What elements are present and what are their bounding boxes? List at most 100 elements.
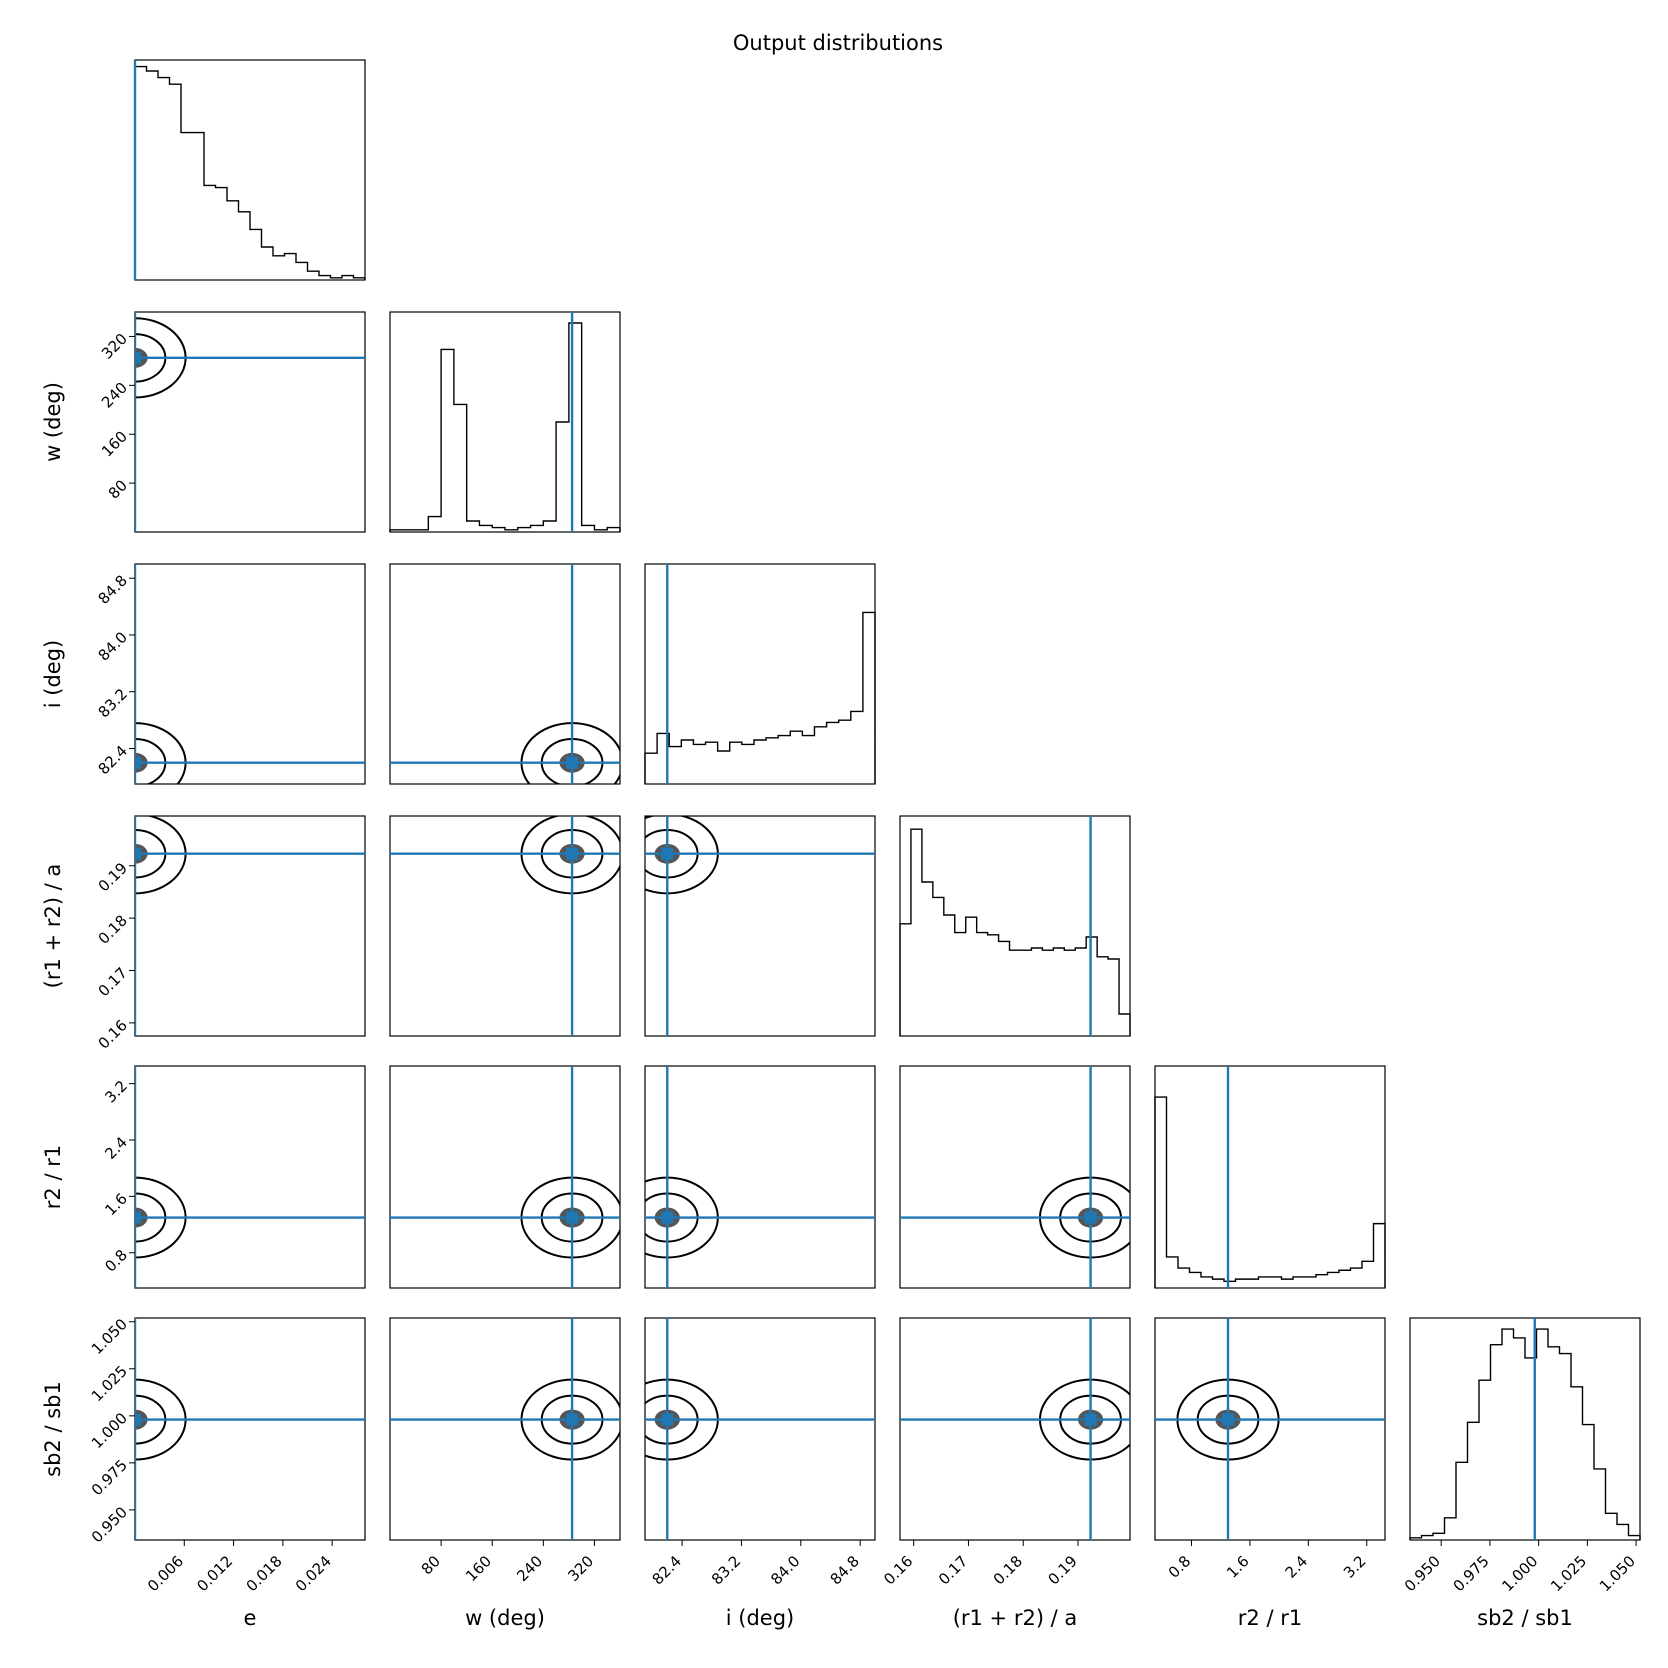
x-tick-label: 84.0 [767,1552,803,1588]
truth-marker [661,847,674,860]
x-tick-label: 1.025 [1547,1552,1590,1595]
y-tick-label: 240 [98,379,131,412]
x-axis-label-r_ratio: r2 / r1 [1238,1606,1302,1630]
y-tick-label: 80 [105,476,131,502]
panel-r_sum_a-vs-sb_ratio [899,1317,1131,1541]
x-tick-label: 0.19 [1044,1552,1080,1588]
hist-r_ratio [1154,1096,1386,1288]
contours-i-vs-r_sum_a [645,816,875,1036]
hist-e [134,65,366,280]
y-tick-label: 0.975 [88,1456,131,1499]
truth-marker [1084,1211,1097,1224]
panel-e-vs-r_ratio [134,1065,366,1289]
contours-i-vs-sb_ratio [645,1318,875,1540]
x-tick-label: 0.17 [935,1552,971,1588]
panel-w-vs-r_ratio [389,1065,621,1289]
x-tick-label: 2.4 [1282,1552,1312,1582]
y-tick-label: 3.2 [101,1077,131,1107]
x-tick-label: 320 [564,1552,597,1585]
hist-panel-i [644,563,876,785]
contours-r_ratio-vs-sb_ratio [1155,1318,1385,1540]
contours-i-vs-r_ratio [645,1066,875,1288]
y-tick-label: 0.16 [95,1016,131,1052]
y-tick-label: 0.18 [95,911,131,947]
y-tick-label: 82.4 [95,742,131,778]
panels: 0.006 0.012 0.018 0.024 e 80 160 240 320 w (deg) 8… [41,59,1641,1630]
x-tick-label: 0.8 [1165,1552,1195,1582]
y-tick-label: 320 [98,330,131,363]
contours-w-vs-r_sum_a [390,816,620,1036]
x-tick-label: 83.2 [708,1552,744,1588]
truth-marker [135,756,141,769]
truth-marker [661,1211,674,1224]
truth-marker [566,847,579,860]
x-tick-label: 0.18 [990,1552,1026,1588]
x-tick-label: 1.000 [1498,1552,1541,1595]
x-tick-label: 0.950 [1401,1552,1444,1595]
y-tick-label: 0.950 [88,1503,131,1546]
y-tick-label: 1.025 [88,1362,131,1405]
panel-r_sum_a-vs-r_ratio [899,1065,1131,1289]
hist-panel-r_sum_a [899,815,1131,1037]
x-tick-label: 0.018 [243,1552,286,1595]
x-axis-label-sb_ratio: sb2 / sb1 [1477,1606,1573,1630]
x-tick-label: 0.006 [144,1552,187,1595]
panel-e-vs-i [134,563,366,785]
y-tick-label: 83.2 [95,685,131,721]
hist-panel-e [134,59,366,281]
panel-w-vs-sb_ratio [389,1317,621,1541]
truth-marker [135,847,141,860]
y-axis-label-i: i (deg) [41,640,65,708]
y-tick-label: 0.19 [95,859,131,895]
x-tick-label: 84.8 [827,1552,863,1588]
panel-i-vs-sb_ratio [644,1317,876,1541]
y-axis-label-r_ratio: r2 / r1 [41,1145,65,1209]
x-tick-label: 1.050 [1596,1552,1639,1595]
panel-i-vs-r_ratio [644,1065,876,1289]
hist-panel-sb_ratio [1409,1317,1641,1541]
x-axis-label-r_sum_a: (r1 + r2) / a [953,1606,1078,1630]
contours-w-vs-i [390,564,620,784]
y-tick-label: 0.17 [95,964,131,1000]
panel-i-vs-r_sum_a [644,815,876,1037]
contours-e-vs-sb_ratio [135,1318,365,1540]
contours-r_sum_a-vs-sb_ratio [900,1318,1130,1540]
x-tick-label: 0.012 [193,1552,236,1595]
panel-e-vs-w [134,311,366,533]
truth-marker [566,756,579,769]
y-tick-label: 1.6 [101,1190,131,1220]
panel-e-vs-r_sum_a [134,815,366,1037]
panel-w-vs-r_sum_a [389,815,621,1037]
y-axis-label-sb_ratio: sb2 / sb1 [41,1381,65,1477]
figure-title: Output distributions [733,31,943,55]
contours-w-vs-r_ratio [390,1066,620,1288]
y-axis-label-w: w (deg) [41,382,65,462]
hist-r_sum_a [899,828,1131,1036]
x-axis-label-i: i (deg) [726,1606,794,1630]
hist-w [389,322,621,532]
contours-e-vs-r_sum_a [135,816,365,1036]
hist-panel-w [389,311,621,533]
y-tick-label: 1.050 [88,1315,131,1358]
truth-marker [1222,1413,1235,1426]
hist-panel-r_ratio [1154,1065,1386,1289]
truth-marker [566,1211,579,1224]
panel-e-vs-sb_ratio [134,1317,366,1541]
truth-marker [135,1211,141,1224]
panel-w-vs-i [389,563,621,785]
x-tick-label: 82.4 [649,1552,685,1588]
y-tick-label: 160 [98,428,131,461]
y-axis-label-r_sum_a: (r1 + r2) / a [41,864,65,989]
y-tick-label: 2.4 [101,1133,131,1163]
truth-marker [135,1413,141,1426]
y-tick-label: 0.8 [101,1246,131,1276]
panel-r_ratio-vs-sb_ratio [1154,1317,1386,1541]
contours-e-vs-w [135,312,365,532]
contours-r_sum_a-vs-r_ratio [900,1066,1130,1288]
y-tick-label: 1.000 [88,1409,131,1452]
contours-w-vs-sb_ratio [390,1318,620,1540]
y-tick-label: 84.8 [95,571,131,607]
truth-marker [135,351,141,364]
contours-e-vs-i [135,564,365,784]
